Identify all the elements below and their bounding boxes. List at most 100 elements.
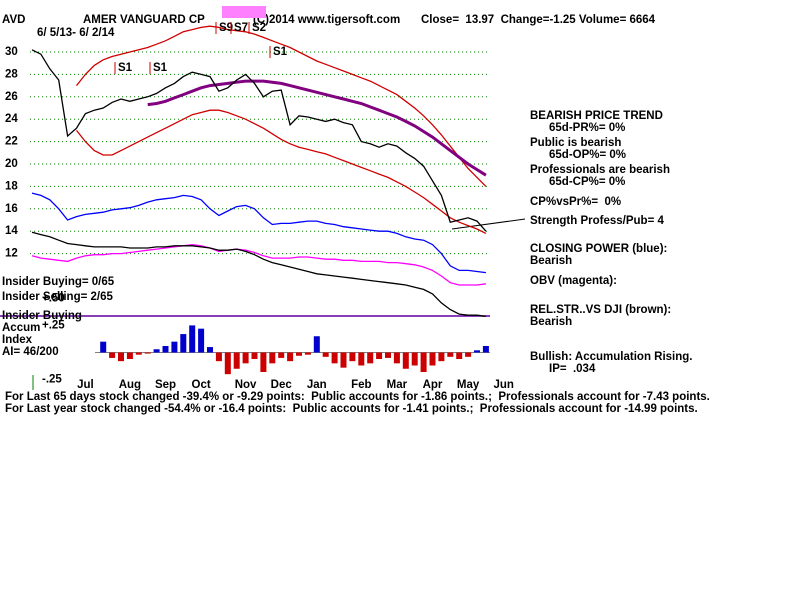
left-label: Insider Buying= 0/65 <box>2 276 115 288</box>
bar <box>420 352 427 372</box>
y-tick-label: 28 <box>5 68 18 80</box>
y-tick-label: 18 <box>5 180 18 192</box>
panel-text: 65d-CP%= 0% <box>549 176 625 188</box>
series-line <box>147 79 487 177</box>
panel-text: CLOSING POWER (blue): <box>530 243 667 255</box>
y-tick-label: +.50 <box>42 292 65 304</box>
y-tick-label: 20 <box>5 158 18 170</box>
bar <box>402 352 409 369</box>
y-tick-label: 22 <box>5 136 18 148</box>
left-label: Index <box>2 334 33 346</box>
bar <box>474 350 480 353</box>
panel-text: CP%vsPr%= 0% <box>530 196 621 208</box>
bar <box>313 336 320 353</box>
panel-text: OBV (magenta): <box>530 275 617 287</box>
bar <box>269 352 276 364</box>
panel-text: 65d-OP%= 0% <box>549 149 626 161</box>
x-tick-label: Sep <box>155 379 176 391</box>
left-label: Accum <box>2 322 40 334</box>
bar <box>224 352 231 375</box>
copyright: (C)2014 www.tigersoft.com <box>253 14 400 26</box>
symbol: AVD <box>2 14 25 26</box>
panel-text: REL.STR..VS DJI (brown): <box>530 304 671 316</box>
panel-text: Bearish <box>530 316 572 328</box>
left-label: AI= 46/200 <box>2 346 59 358</box>
panel-text: Strength Profess/Pub= 4 <box>530 215 664 227</box>
bar <box>438 352 445 362</box>
bar <box>482 346 489 353</box>
bar <box>322 352 329 357</box>
signal-label: S2 <box>252 22 266 34</box>
panel-text: Bullish: Accumulation Rising. <box>530 351 693 363</box>
series-line <box>31 49 487 232</box>
bar <box>207 347 213 353</box>
bar <box>393 352 400 364</box>
bar <box>260 352 267 372</box>
bar <box>411 352 418 366</box>
y-tick-label: +.25 <box>42 319 65 331</box>
bar <box>287 352 294 362</box>
panel-text: Public is bearish <box>530 137 621 149</box>
series-line <box>75 109 487 234</box>
signal-label: S1 <box>153 62 168 74</box>
bar <box>180 334 187 353</box>
y-tick-label: 12 <box>5 248 18 260</box>
signal-label: S1 <box>118 62 133 74</box>
bar <box>278 352 285 358</box>
panel-text: 65d-PR%= 0% <box>549 122 625 134</box>
x-tick-label: Apr <box>423 379 443 391</box>
bar <box>162 346 169 353</box>
x-tick-label: Jan <box>307 379 327 391</box>
bar <box>447 352 454 357</box>
x-tick-label: Nov <box>235 379 257 391</box>
bar <box>215 352 222 362</box>
footer-text: For Last year stock changed -54.4% or -1… <box>5 403 698 415</box>
bar <box>126 352 133 359</box>
x-tick-label: Dec <box>271 379 293 391</box>
bar <box>171 341 178 353</box>
bar <box>251 352 258 359</box>
signal-label: S7 <box>234 22 248 34</box>
bar <box>349 352 356 362</box>
series-line <box>75 25 487 187</box>
series-line <box>31 192 486 274</box>
bar <box>358 352 365 366</box>
x-tick-label: Oct <box>192 379 211 391</box>
y-tick-label: 16 <box>5 203 18 215</box>
bar <box>189 325 196 353</box>
signal-label: S9 <box>219 22 233 34</box>
bar <box>144 352 151 354</box>
x-tick-label: Mar <box>387 379 408 391</box>
bar <box>385 352 391 358</box>
signal-label: S1 <box>273 46 288 58</box>
x-tick-label: Feb <box>351 379 371 391</box>
y-tick-label: 24 <box>5 113 18 125</box>
bar <box>376 352 383 359</box>
pointer-line <box>451 218 526 230</box>
panel-text: Professionals are bearish <box>530 164 670 176</box>
y-tick-label: 14 <box>5 225 18 237</box>
bar <box>456 352 463 359</box>
bar <box>233 352 240 369</box>
bar <box>153 349 160 353</box>
left-label: Insider Selling= 2/65 <box>2 291 113 303</box>
bar <box>429 352 436 366</box>
x-tick-label: Jun <box>493 379 513 391</box>
footer-text: For Last 65 days stock changed -39.4% or… <box>5 391 710 403</box>
bar <box>135 352 142 355</box>
bar <box>296 352 302 356</box>
y-tick-label: -.25 <box>42 374 62 386</box>
x-tick-label: Aug <box>119 379 141 391</box>
signal-box <box>222 6 266 18</box>
x-tick-label: May <box>457 379 480 391</box>
bar <box>109 352 116 358</box>
panel-text: Bearish <box>530 255 572 267</box>
panel-text: IP= .034 <box>549 363 596 375</box>
bar <box>304 352 311 355</box>
bar <box>118 352 124 362</box>
y-tick-label: 26 <box>5 91 18 103</box>
panel-text: BEARISH PRICE TREND <box>530 110 663 122</box>
left-label: Insider Buying <box>2 310 82 322</box>
